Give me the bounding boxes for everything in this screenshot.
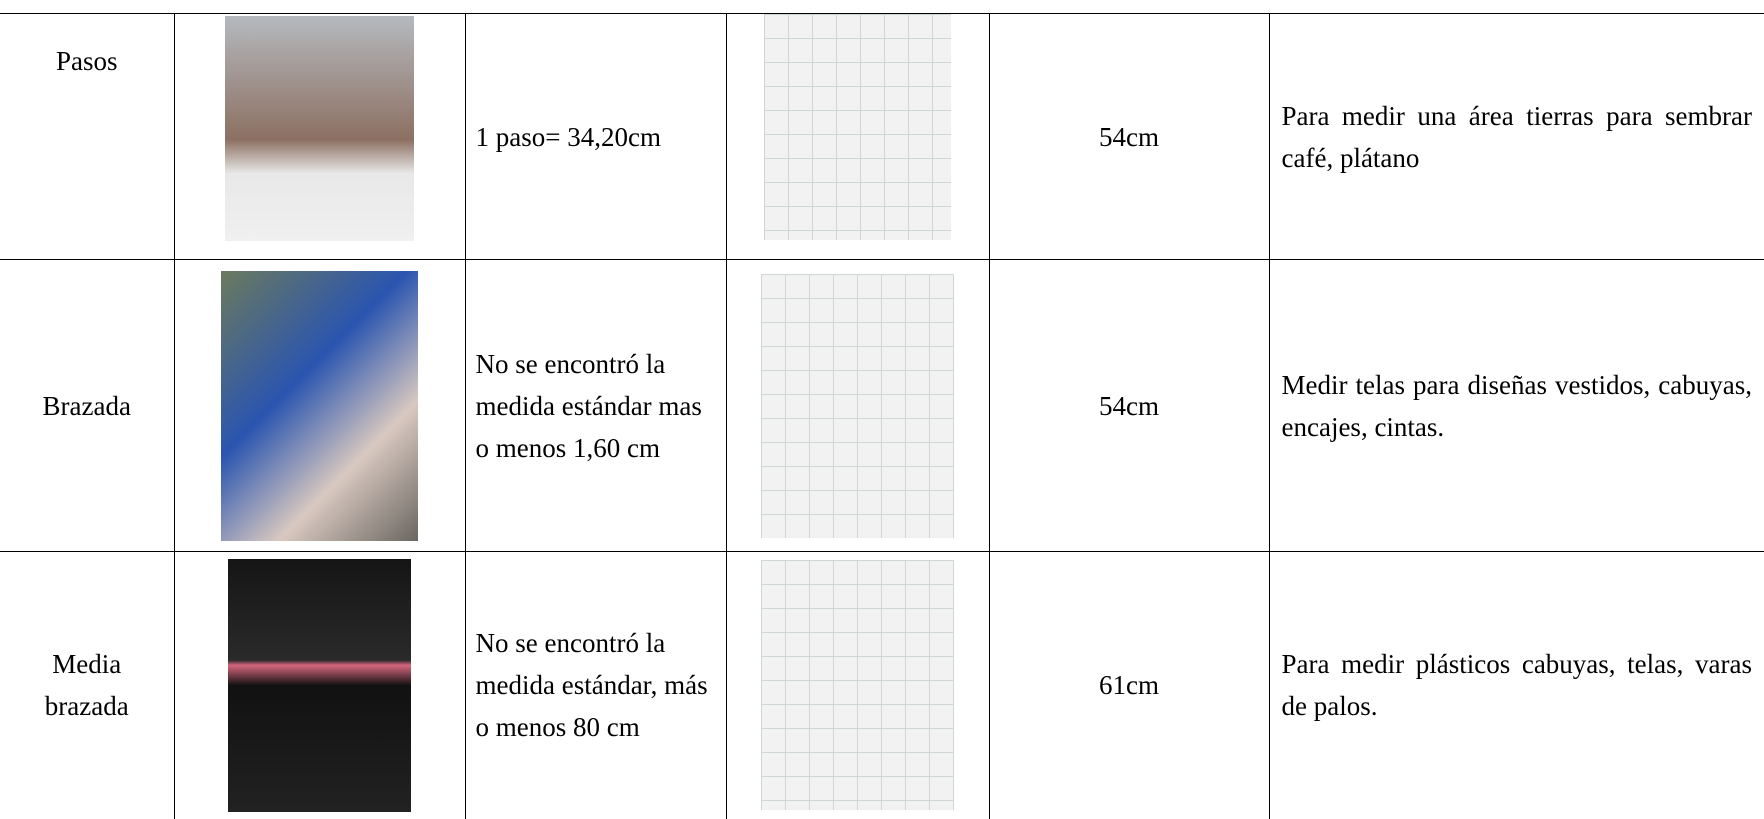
sketch (761, 560, 954, 811)
measure-cell: No se encontró la medida estándar mas o … (464, 259, 727, 552)
result-cell: 61cm (988, 551, 1270, 819)
use-cell: Medir telas para diseñas vestidos, cabuy… (1268, 259, 1764, 552)
use-cell: Para medir plásticos cabuyas, telas, var… (1268, 551, 1764, 819)
photo-cell (173, 259, 466, 552)
photo-cell (173, 551, 466, 819)
row: Brazada No se encontró la medida estánda… (0, 259, 1764, 552)
sketch-cell (725, 551, 990, 819)
name-cell: Pasos (0, 13, 175, 260)
photo (228, 558, 411, 812)
sketch (764, 14, 951, 240)
name-cell: Media brazada (0, 551, 175, 819)
result-cell: 54cm (988, 13, 1270, 260)
photo-cell (173, 13, 466, 260)
measure-cell: 1 paso= 34,20cm (464, 13, 727, 260)
row: Media brazada No se encontró la medida e… (0, 551, 1764, 819)
name-cell: Brazada (0, 259, 175, 552)
sketch-cell (725, 13, 990, 260)
use-cell: Para medir una área tierras para sembrar… (1268, 13, 1764, 260)
photo (221, 270, 418, 541)
sketch-cell (725, 259, 990, 552)
sketch (761, 273, 954, 538)
result-cell: 54cm (988, 259, 1270, 552)
measure-cell: No se encontró la medida estándar, más o… (464, 551, 727, 819)
measures-table: Pasos 1 paso= 34,20cm 54cm Para medir un… (0, 13, 1764, 819)
row: Pasos 1 paso= 34,20cm 54cm Para medir un… (0, 13, 1764, 260)
photo (225, 16, 414, 241)
